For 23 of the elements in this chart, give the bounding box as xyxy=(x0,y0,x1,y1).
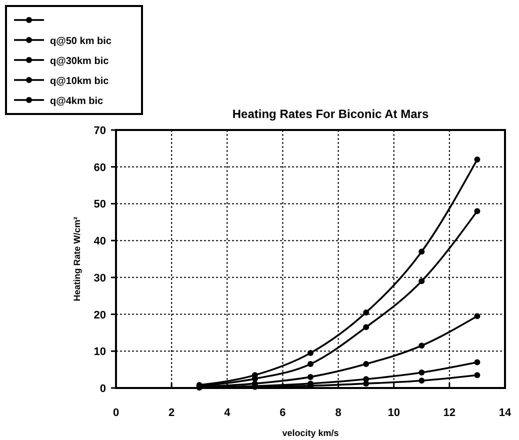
y-tick-label: 70 xyxy=(94,125,106,137)
legend-label: q@50 km bic xyxy=(50,36,112,47)
y-tick-label: 50 xyxy=(94,198,106,211)
y-tick-label: 0 xyxy=(100,383,106,395)
legend-label: q@10km bic xyxy=(50,76,110,87)
x-tick-label: 6 xyxy=(280,407,286,419)
x-tick-label: 0 xyxy=(112,407,120,419)
y-tick-label: 10 xyxy=(94,346,106,358)
x-tick-label: 8 xyxy=(335,407,342,419)
y-tick-label: 20 xyxy=(94,309,106,322)
chart-title: Heating Rates For Biconic At Mars xyxy=(232,107,429,121)
x-tick-label: 14 xyxy=(498,407,512,419)
legend-label: q@30km bic xyxy=(50,56,110,67)
y-axis-title: Heating Rate W/cm² xyxy=(72,216,82,302)
y-tick-label: 40 xyxy=(94,236,106,248)
x-tick-label: 10 xyxy=(388,407,400,419)
x-axis-title: velocity km/s xyxy=(282,428,339,438)
y-tick-label: 30 xyxy=(94,272,106,284)
x-tick-label: 2 xyxy=(168,407,175,419)
x-tick-label: 4 xyxy=(224,407,232,419)
x-tick-label: 12 xyxy=(443,407,456,419)
legend-label: q@4km bic xyxy=(50,96,104,107)
y-tick-label: 60 xyxy=(94,162,106,174)
